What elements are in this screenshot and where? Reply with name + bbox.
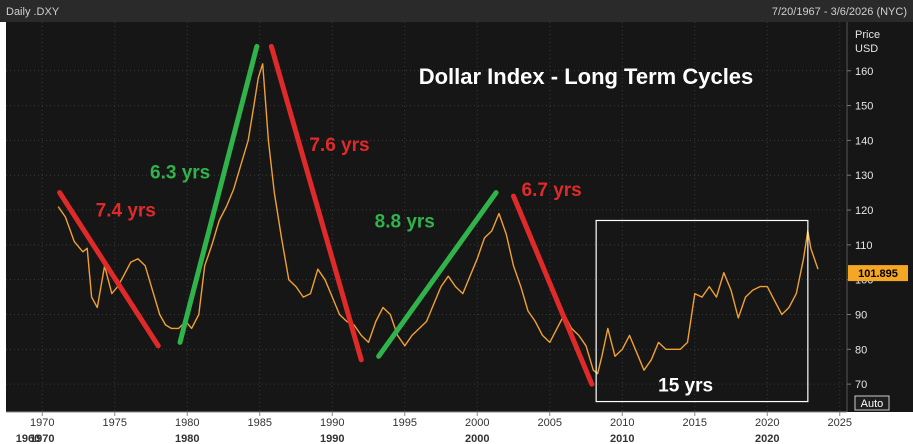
currency-axis-label: USD	[855, 43, 878, 55]
grid-layer	[6, 22, 851, 412]
y-tick-label: 160	[855, 66, 873, 78]
header-bar	[0, 0, 913, 22]
annotation-layer: 7.4 yrs 6.3 yrs 7.6 yrs 8.8 yrs 6.7 yrs	[57, 43, 595, 387]
decade-label: 1990	[320, 433, 344, 444]
x-tick-labels: 1970 1975 1980 1985 1990 1995 2000 2005 2010 2015…	[30, 412, 852, 429]
auto-scale-button[interactable]	[854, 395, 890, 411]
series-layer	[57, 63, 819, 375]
price-axis-label: Price	[855, 29, 880, 41]
cycle-down-line	[511, 193, 595, 387]
x-tick-label: 1995	[393, 417, 417, 429]
x-tick-label: 1975	[103, 417, 127, 429]
decade-label: 2000	[465, 433, 489, 444]
y-tick-label: 130	[855, 170, 873, 182]
y-tick-label: 70	[855, 379, 867, 391]
range-layer: 15 yrs	[595, 219, 809, 403]
current-price-value: 101.895	[858, 268, 898, 280]
x-tick-label: 1990	[320, 417, 344, 429]
range-box-label: 15 yrs	[658, 376, 713, 397]
decade-label: 1970	[30, 433, 54, 444]
y-tick-label: 120	[855, 205, 873, 217]
y-tick-label: 110	[855, 240, 873, 252]
y-tick-label: 140	[855, 135, 873, 147]
x-tick-label: 2015	[683, 417, 707, 429]
header-date-range: 7/20/1967 - 3/6/2026 (NYC)	[772, 6, 907, 18]
cycle-duration-label: 6.7 yrs	[522, 180, 582, 201]
cycle-up-line	[376, 190, 499, 359]
dxy-price-line	[57, 63, 819, 375]
x-tick-label: 1985	[248, 417, 272, 429]
x-axis-area	[0, 412, 913, 444]
cycle-duration-label: 7.4 yrs	[96, 201, 156, 222]
plot-area	[6, 22, 847, 412]
cycle-duration-label: 6.3 yrs	[150, 163, 210, 184]
cycle-down-line	[268, 43, 364, 363]
cycle-duration-label: 8.8 yrs	[375, 211, 435, 232]
x-tick-label: 2005	[538, 417, 562, 429]
cycle-duration-label: 7.6 yrs	[309, 135, 369, 156]
decade-label: 2010	[610, 433, 634, 444]
y-tick-label: 80	[855, 344, 867, 356]
cycle-down-line	[57, 190, 161, 349]
auto-scale-label: Auto	[861, 398, 884, 410]
y-tick-labels: 708090100110120130140150160	[855, 66, 873, 391]
x-tick-label: 1970	[30, 417, 54, 429]
decade-label: 1960	[16, 433, 40, 444]
y-tick-label: 90	[855, 310, 867, 322]
chart-title: Dollar Index - Long Term Cycles	[419, 64, 754, 89]
y-tick-label: 150	[855, 101, 873, 113]
decade-label: 2020	[755, 433, 779, 444]
x-tick-label: 2000	[465, 417, 489, 429]
x-tick-label: 2020	[755, 417, 779, 429]
current-price-tag-bg	[848, 265, 908, 282]
header-symbol: Daily .DXY	[6, 6, 60, 18]
x-tick-label: 2010	[610, 417, 634, 429]
range-box	[595, 219, 809, 403]
current-price-tag: 101.895	[848, 265, 908, 282]
x-tick-label: 2025	[828, 417, 852, 429]
decade-label: 1980	[175, 433, 199, 444]
x-tick-label: 1980	[175, 417, 199, 429]
price-axis-area	[847, 22, 913, 412]
cycle-up-line	[177, 43, 260, 345]
